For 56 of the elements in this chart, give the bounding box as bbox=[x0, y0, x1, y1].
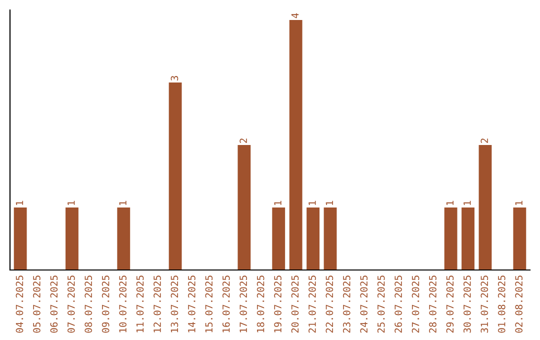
x-tick-label: 25.07.2025 bbox=[377, 276, 385, 333]
x-tick-label: 31.07.2025 bbox=[480, 276, 488, 333]
x-tick-label: 14.07.2025 bbox=[188, 276, 196, 332]
x-tick-label: 06.07.2025 bbox=[50, 276, 58, 333]
data-label: 4 bbox=[291, 13, 299, 18]
x-tick-label: 22.07.2025 bbox=[326, 276, 334, 333]
data-label: 1 bbox=[464, 200, 471, 205]
bar bbox=[324, 208, 337, 270]
bar bbox=[117, 208, 130, 270]
x-tick-label: 20.07.2025 bbox=[291, 276, 299, 333]
bar bbox=[462, 208, 474, 270]
bar bbox=[444, 208, 458, 270]
x-tick-label: 29.07.2025 bbox=[446, 276, 454, 333]
bar bbox=[272, 208, 286, 270]
data-label: 1 bbox=[274, 200, 282, 205]
x-tick-label: 24.07.2025 bbox=[360, 276, 368, 333]
x-tick-label: 07.07.2025 bbox=[67, 276, 75, 333]
bar bbox=[168, 82, 182, 270]
data-label: 2 bbox=[240, 138, 247, 143]
x-tick-label: 19.07.2025 bbox=[274, 276, 282, 332]
bar bbox=[306, 208, 320, 270]
data-label: 2 bbox=[480, 138, 488, 143]
bar bbox=[14, 208, 27, 270]
x-tick-label: 18.07.2025 bbox=[256, 276, 264, 332]
x-tick-label: 13.07.2025 bbox=[170, 276, 178, 332]
x-tick-label: 17.07.2025 bbox=[240, 276, 248, 332]
bar bbox=[289, 20, 302, 270]
x-tick-label: 10.07.2025 bbox=[119, 276, 126, 332]
bar bbox=[478, 145, 492, 270]
x-tick-label: 27.07.2025 bbox=[412, 276, 420, 333]
bar bbox=[66, 208, 78, 270]
x-tick-label: 02.08.2025 bbox=[515, 276, 523, 333]
data-label: 1 bbox=[515, 200, 522, 205]
data-label: 1 bbox=[68, 200, 75, 205]
x-tick-label: 08.07.2025 bbox=[84, 276, 92, 333]
data-label: 1 bbox=[119, 200, 126, 205]
x-tick-label: 12.07.2025 bbox=[154, 276, 161, 332]
x-tick-label: 11.07.2025 bbox=[136, 276, 144, 332]
bar bbox=[238, 145, 251, 270]
x-tick-label: 16.07.2025 bbox=[222, 276, 230, 332]
x-tick-label: 05.07.2025 bbox=[33, 276, 40, 333]
x-tick-label: 30.07.2025 bbox=[464, 276, 471, 333]
bar bbox=[513, 208, 526, 270]
x-tick-label: 26.07.2025 bbox=[394, 276, 402, 333]
x-tick-label: 23.07.2025 bbox=[342, 276, 350, 333]
x-tick-label: 01.08.2025 bbox=[498, 276, 506, 333]
data-label: 1 bbox=[16, 200, 24, 205]
data-label: 1 bbox=[326, 200, 333, 205]
x-tick-label: 09.07.2025 bbox=[102, 276, 110, 333]
x-tick-label: 04.07.2025 bbox=[16, 276, 24, 333]
x-tick-label: 28.07.2025 bbox=[429, 276, 436, 333]
data-label: 1 bbox=[308, 200, 316, 205]
x-tick-label: 15.07.2025 bbox=[205, 276, 213, 332]
data-label: 3 bbox=[170, 76, 178, 80]
x-tick-label: 21.07.2025 bbox=[308, 276, 316, 333]
data-label: 1 bbox=[446, 200, 454, 205]
